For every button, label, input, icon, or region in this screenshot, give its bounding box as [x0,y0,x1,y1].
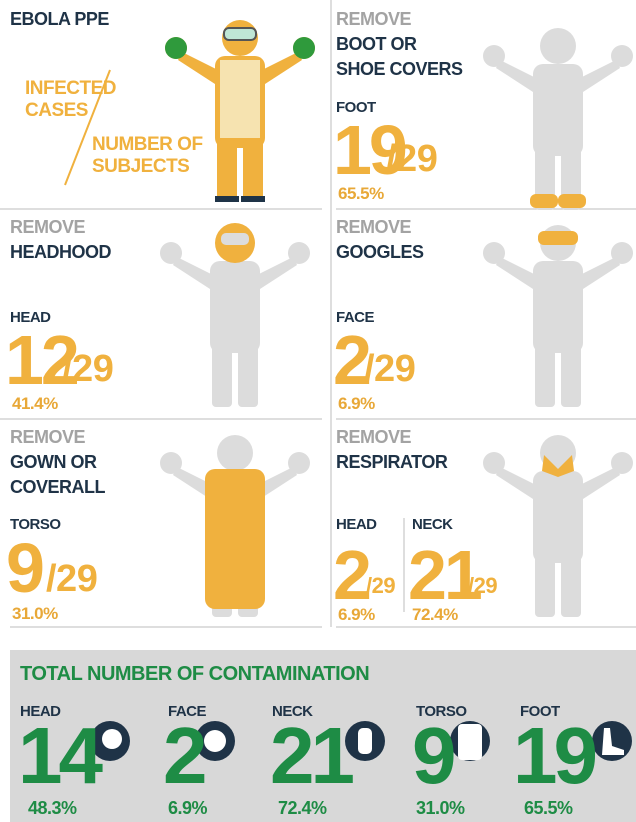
percent: 6.9% [338,395,375,412]
figure [160,223,310,407]
percent: 41.4% [12,395,58,412]
figure [483,28,633,210]
count: 9 [6,533,42,603]
action: REMOVE [336,218,411,236]
part: NECK [412,517,453,532]
percent: 72.4% [278,799,327,817]
item: HEADHOOD [10,243,111,261]
item: GOWN OR [10,453,97,471]
item: RESPIRATOR [336,453,447,471]
total: /29 [468,575,497,597]
part: HEAD [336,517,377,532]
figure [160,435,310,617]
total: /29 [366,575,395,597]
action: REMOVE [336,10,411,28]
graphics [0,0,636,822]
count: 2 [333,540,369,610]
total: /29 [46,560,97,598]
item: GOOGLES [336,243,424,261]
count: 21 [270,716,351,796]
summary-title: TOTAL NUMBER OF CONTAMINATION [20,664,369,684]
total: /29 [62,350,113,388]
title: EBOLA PPE [10,10,109,28]
legend-line: NUMBER OF [92,135,203,154]
action: REMOVE [336,428,411,446]
percent: 48.3% [28,799,77,817]
percent: 31.0% [416,799,465,817]
action: REMOVE [10,218,85,236]
percent: 6.9% [338,606,375,623]
action: REMOVE [10,428,85,446]
item: COVERALL [10,478,105,496]
count: 14 [18,716,99,796]
count: 19 [513,716,594,796]
legend-line: SUBJECTS [92,157,189,176]
percent: 6.9% [168,799,207,817]
legend-line: CASES [25,101,88,120]
figure [483,435,633,617]
percent: 72.4% [412,606,458,623]
item: SHOE COVERS [336,60,463,78]
count: 2 [163,716,207,796]
legend-line: INFECTED [25,79,116,98]
percent: 65.5% [524,799,573,817]
figure [483,225,633,407]
page: {"intro": {"title": "EBOLA PPE", "infect… [0,0,636,822]
infographic: EBOLA PPE INFECTED CASES NUMBER OF SUBJE… [0,0,636,822]
percent: 65.5% [338,185,384,202]
item: BOOT OR [336,35,417,53]
percent: 31.0% [12,605,58,622]
count: 9 [412,716,456,796]
total: /29 [386,140,437,178]
total: /29 [364,350,415,388]
apron [220,60,260,138]
